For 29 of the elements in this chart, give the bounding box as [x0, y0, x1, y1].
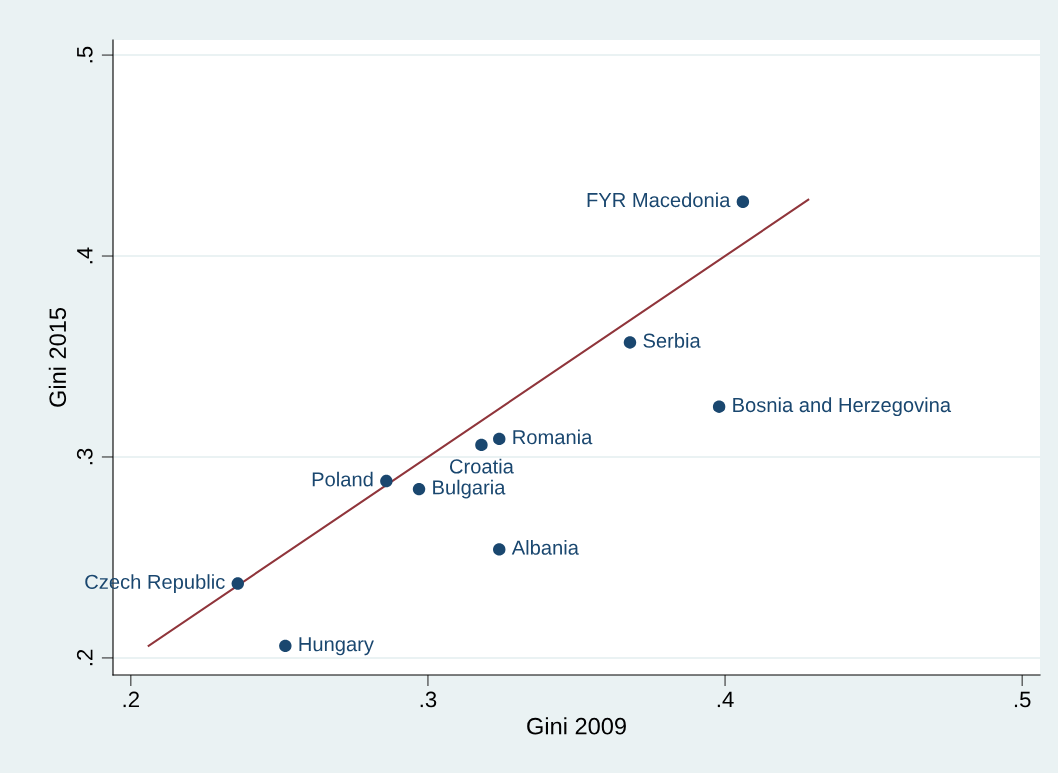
- point: [623, 336, 637, 349]
- annotation: Poland: [312, 471, 373, 487]
- y-tick-label: .2: [76, 649, 93, 666]
- point: [493, 543, 506, 556]
- point: [279, 639, 292, 653]
- point: [412, 482, 426, 496]
- y-tick-label: .5: [77, 46, 93, 63]
- x-tick-label: .5: [1014, 691, 1031, 708]
- annotation: FYR Macedonia: [587, 192, 731, 208]
- x-tick-label: .2: [123, 691, 139, 708]
- y-tick-label: .3: [76, 448, 93, 465]
- annotation: Serbia: [643, 333, 701, 348]
- y-tick-label: .4: [77, 247, 93, 264]
- point: [712, 400, 726, 413]
- annotation: Hungary: [299, 637, 374, 656]
- point: [380, 474, 393, 488]
- x-tick-label: .3: [420, 691, 437, 708]
- annotation: Bulgaria: [433, 479, 506, 499]
- annotation: Romania: [513, 429, 593, 445]
- y-axis-title: Gini 2015: [48, 307, 67, 407]
- x-axis-title: Gini 2009: [527, 717, 626, 735]
- point: [231, 577, 244, 590]
- point: [736, 195, 750, 208]
- annotation: Bosnia and Herzegovina: [733, 397, 952, 417]
- point: [475, 438, 488, 452]
- x-tick-label: .4: [717, 691, 734, 708]
- annotation: Albania: [511, 540, 579, 555]
- annotation: Croatia: [449, 458, 514, 474]
- point: [493, 432, 506, 446]
